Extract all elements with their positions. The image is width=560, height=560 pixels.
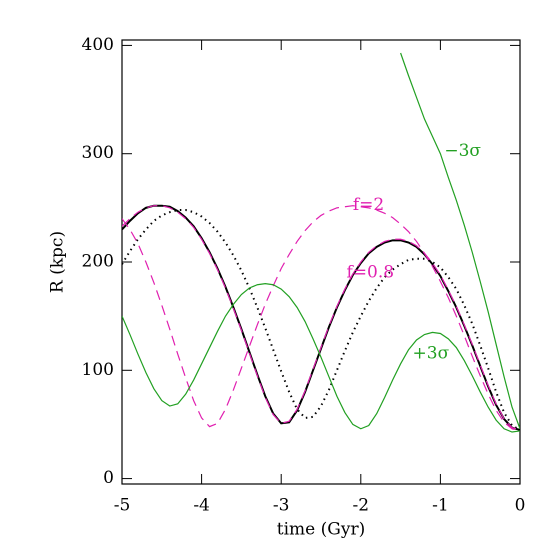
annotation: f=0.8 <box>346 262 394 282</box>
x-axis-label: time (Gyr) <box>277 520 365 540</box>
series-line <box>122 283 520 433</box>
series-line <box>400 52 520 429</box>
plot-frame <box>121 39 521 485</box>
y-tick-label: 0 <box>103 468 114 488</box>
series-line <box>122 209 520 431</box>
y-tick-label: 100 <box>82 360 114 380</box>
y-tick-label: 200 <box>82 252 114 272</box>
series-line <box>122 205 520 431</box>
x-tick-label: -2 <box>353 496 370 516</box>
y-tick-label: 300 <box>82 143 114 163</box>
x-tick-label: -1 <box>432 496 449 516</box>
x-tick-label: -5 <box>114 496 131 516</box>
x-tick-label: -3 <box>273 496 290 516</box>
series-line <box>122 204 520 431</box>
annotation: −3σ <box>444 141 481 161</box>
annotation: f=2 <box>353 195 384 215</box>
x-tick-label: 0 <box>515 496 526 516</box>
y-axis-label: R (kpc) <box>48 231 68 293</box>
x-tick-label: -4 <box>193 496 210 516</box>
annotation: +3σ <box>413 344 450 364</box>
plot-area <box>122 52 520 433</box>
y-tick-label: 400 <box>82 35 114 55</box>
series-line <box>122 205 520 432</box>
